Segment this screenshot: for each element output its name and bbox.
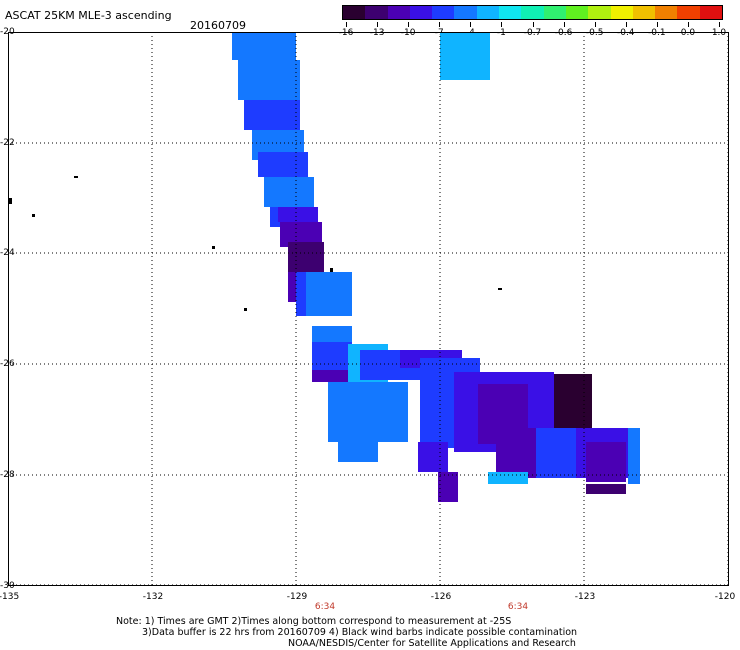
colorbar-tick-mark	[625, 22, 627, 27]
note-line-2: 3)Data buffer is 22 hrs from 20160709 4)…	[142, 627, 578, 638]
swath-cell	[536, 428, 576, 478]
map-frame	[8, 32, 729, 586]
lat-label-20: -20	[0, 27, 15, 37]
swath-cell	[328, 382, 408, 442]
colorbar-tick-mark	[719, 22, 720, 27]
island-mark	[74, 176, 78, 178]
swath-cell	[418, 442, 448, 472]
swath-cell	[238, 60, 300, 100]
colorbar-segment	[409, 6, 433, 19]
swath-cell	[628, 428, 640, 484]
island-mark	[244, 308, 247, 311]
swath-cell	[440, 32, 490, 80]
swath-cell	[586, 484, 626, 494]
colorbar-segment	[677, 6, 700, 19]
note-line-1: Note: 1) Times are GMT 2)Times along bot…	[116, 616, 512, 627]
swath-cell	[438, 472, 458, 502]
swath-cell	[488, 472, 528, 484]
lat-label-26: -26	[0, 359, 15, 369]
lon-label-132: -132	[142, 592, 164, 602]
colorbar-segment	[565, 6, 589, 19]
colorbar-segment	[454, 6, 477, 19]
swath-cell	[278, 207, 318, 222]
colorbar-segment	[432, 6, 455, 19]
colorbar-segment	[499, 6, 522, 19]
lon-label-135: -135	[0, 592, 20, 602]
colorbar-tick-mark	[656, 22, 658, 27]
time-label-2: 6:34	[507, 602, 529, 612]
swath-cell	[312, 370, 348, 382]
footnotes: Note: 1) Times are GMT 2)Times along bot…	[116, 616, 577, 649]
swath-cell	[338, 442, 378, 462]
island-mark	[498, 288, 502, 290]
colorbar	[342, 5, 723, 20]
colorbar-tick-mark	[532, 22, 534, 27]
colorbar-tick-mark	[346, 22, 347, 27]
island-mark	[32, 214, 35, 217]
colorbar-tick-mark	[501, 22, 503, 27]
colorbar-tick-mark	[408, 22, 410, 27]
colorbar-segment	[699, 6, 723, 19]
colorbar-tick-mark	[470, 22, 472, 27]
map-canvas	[8, 32, 729, 586]
colorbar-segment	[387, 6, 410, 19]
swath-cell	[264, 177, 314, 207]
lat-label-24: -24	[0, 248, 15, 258]
colorbar-tick-mark	[687, 22, 689, 27]
swath-cell	[258, 152, 308, 177]
colorbar-segment	[343, 6, 366, 19]
swath-cell	[244, 100, 300, 130]
colorbar-segment	[365, 6, 388, 19]
colorbar-segment	[521, 6, 544, 19]
colorbar-segment	[476, 6, 500, 19]
colorbar-tick-mark	[594, 22, 596, 27]
colorbar-segment	[543, 6, 566, 19]
lon-label-123: -123	[574, 592, 596, 602]
lat-label-30: -30	[0, 581, 15, 591]
swath-cell	[586, 442, 626, 482]
colorbar-tick-mark	[377, 22, 379, 27]
swath-cell	[288, 242, 324, 272]
note-line-3: NOAA/NESDIS/Center for Satellite Applica…	[288, 638, 576, 649]
lon-label-129: -129	[286, 592, 308, 602]
swath-cell	[306, 272, 352, 316]
lon-label-126: -126	[430, 592, 452, 602]
lat-label-22: -22	[0, 138, 15, 148]
colorbar-tick-mark	[563, 22, 565, 27]
colorbar-segment	[655, 6, 678, 19]
time-label-1: 6:34	[314, 602, 336, 612]
island-mark	[212, 246, 215, 249]
colorbar-segment	[632, 6, 656, 19]
colorbar-segment	[610, 6, 633, 19]
image-date: 20160709	[190, 19, 246, 32]
swath-cell	[232, 32, 296, 60]
colorbar-segment	[588, 6, 611, 19]
map-plot	[8, 32, 729, 586]
swath-cell	[554, 374, 592, 430]
island-mark	[8, 198, 12, 204]
lon-label-120: -120	[714, 592, 736, 602]
colorbar-tick-mark	[439, 22, 441, 27]
lat-label-28: -28	[0, 470, 15, 480]
swath-cell	[496, 428, 536, 478]
image-title: ASCAT 25KM MLE-3 ascending	[5, 9, 172, 22]
island-mark	[330, 268, 333, 272]
